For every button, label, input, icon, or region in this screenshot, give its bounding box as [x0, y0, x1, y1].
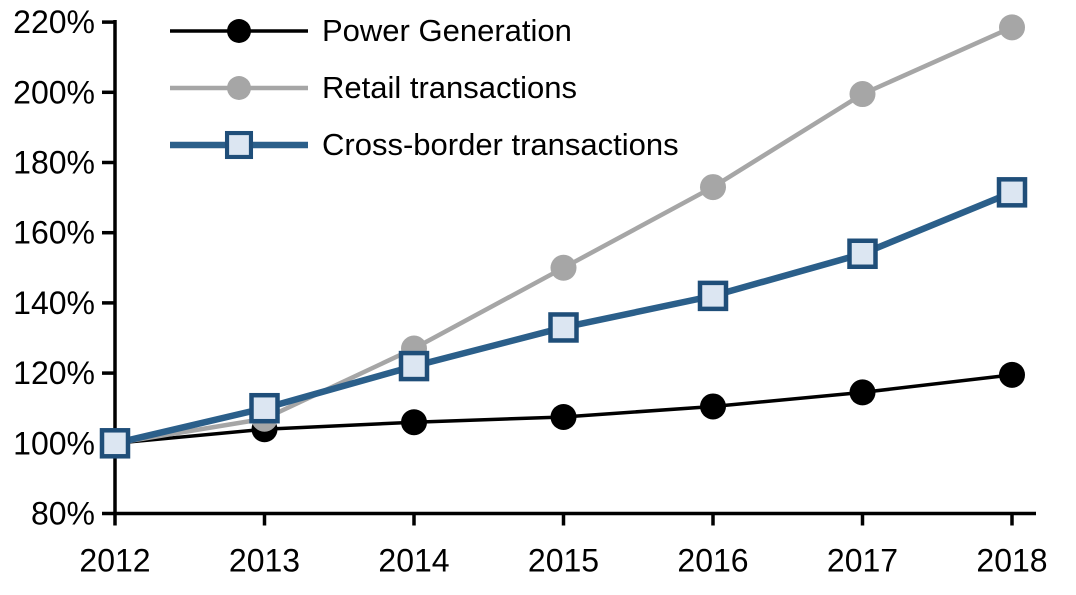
x-tick-label: 2013 [229, 543, 300, 579]
square-marker [398, 350, 430, 382]
y-tick-label: 100% [13, 425, 95, 461]
y-tick-label: 140% [13, 285, 95, 321]
square-marker [697, 280, 729, 312]
square-marker [548, 312, 579, 343]
square-marker [99, 428, 131, 459]
legend: Power Generation Retail transactions Cro… [168, 2, 679, 173]
y-tick-label: 120% [13, 355, 95, 391]
square-marker [996, 177, 1028, 208]
legend-sample-cross-border-transactions [170, 130, 308, 159]
y-tick-label: 220% [13, 4, 95, 40]
legend-sample-retail-transactions [170, 75, 308, 100]
circle-marker [550, 254, 577, 281]
y-tick-label: 80% [31, 496, 95, 532]
legend-sample-power-generation [170, 18, 308, 43]
legend-item-cross-border-transactions: Cross-border transactions [168, 116, 679, 173]
x-tick-label: 2015 [528, 543, 599, 579]
x-tick-label: 2018 [976, 543, 1047, 579]
legend-label-power-generation: Power Generation [322, 12, 572, 48]
square-marker [249, 392, 280, 424]
x-tick-label: 2012 [79, 543, 150, 579]
circle-marker [999, 361, 1025, 388]
circle-marker [700, 174, 726, 201]
y-tick-label: 160% [13, 215, 95, 251]
circle-marker [227, 75, 251, 100]
circle-marker [849, 81, 876, 108]
circle-marker [849, 379, 876, 406]
y-tick-label: 180% [13, 145, 95, 181]
legend-label-retail-transactions: Retail transactions [322, 69, 578, 105]
legend-item-power-generation: Power Generation [168, 2, 679, 59]
square-marker [847, 238, 878, 270]
legend-label-cross-border-transactions: Cross-border transactions [322, 126, 679, 162]
circle-marker [401, 409, 427, 436]
x-tick-label: 2014 [378, 543, 449, 579]
circle-marker [700, 393, 726, 420]
legend-item-retail-transactions: Retail transactions [168, 59, 679, 116]
circle-marker [999, 14, 1025, 41]
circle-marker [227, 18, 251, 43]
circle-marker [550, 403, 577, 430]
x-tick-label: 2017 [827, 543, 898, 579]
y-tick-label: 200% [13, 74, 95, 110]
x-tick-label: 2016 [677, 543, 748, 579]
square-marker [224, 130, 254, 159]
